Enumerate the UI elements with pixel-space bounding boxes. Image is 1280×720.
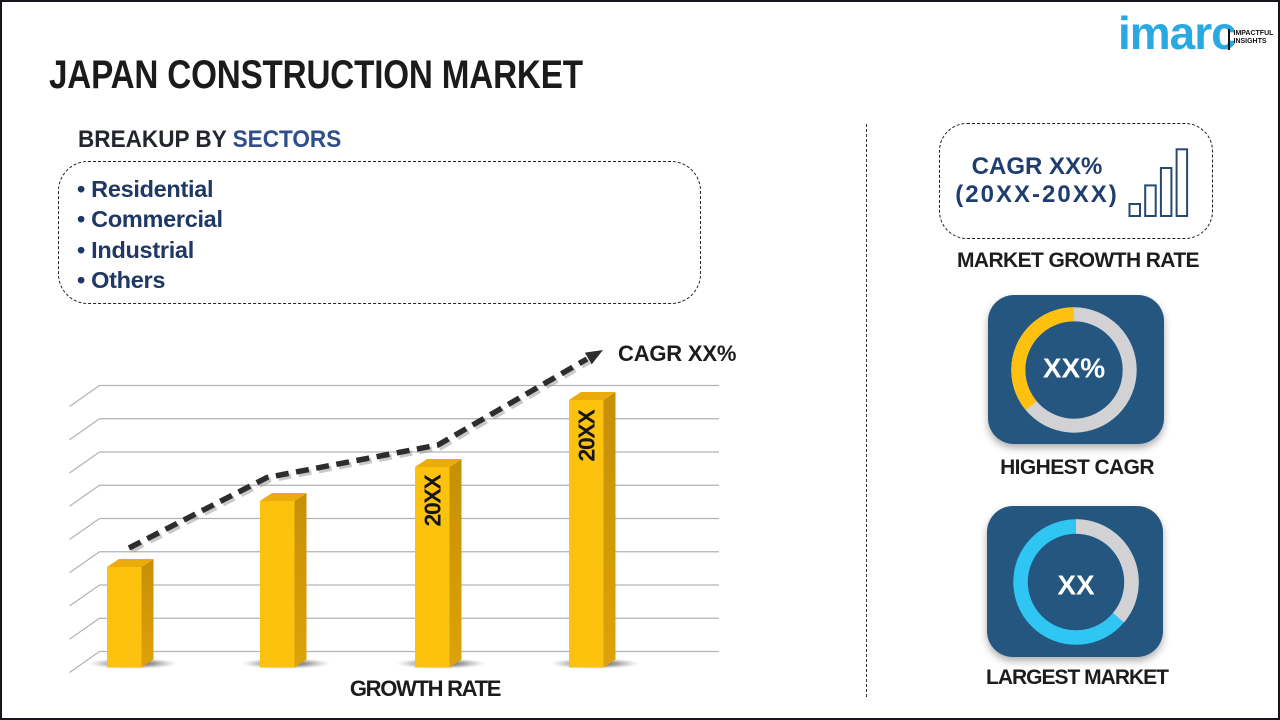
svg-text:XX: XX [1057,570,1095,601]
svg-text:20XX: 20XX [420,474,446,527]
svg-text:XX%: XX% [1043,353,1105,384]
svg-text:20XX: 20XX [574,409,600,462]
